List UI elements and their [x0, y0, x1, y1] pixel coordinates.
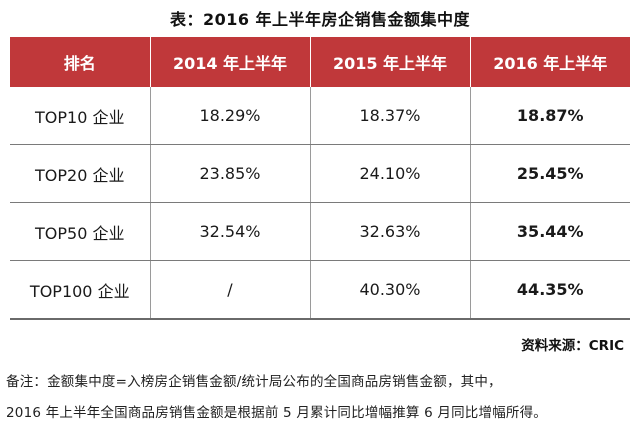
cell-2014: / [149, 260, 311, 320]
cell-2014: 23.85% [149, 144, 311, 203]
header-2015: 2015 年上半年 [309, 37, 471, 87]
cell-2014: 18.29% [149, 87, 311, 145]
cell-rank: TOP20 企业 [10, 144, 151, 203]
table-row: TOP10 企业 18.29% 18.37% 18.87% [10, 87, 630, 145]
header-2016: 2016 年上半年 [469, 37, 630, 87]
page-title: 表：2016 年上半年房企销售金额集中度 [169, 10, 471, 29]
cell-rank: TOP10 企业 [10, 87, 151, 145]
cell-2016: 44.35% [469, 260, 630, 320]
data-source: 资料来源：CRIC [521, 338, 624, 354]
table-row: TOP20 企业 23.85% 24.10% 25.45% [10, 144, 630, 203]
table-row: TOP100 企业 / 40.30% 44.35% [10, 260, 630, 320]
cell-2016: 18.87% [469, 87, 630, 145]
note-line-1: 备注：金额集中度=入榜房企销售金额/统计局公布的全国商品房销售金额，其中， [6, 374, 502, 390]
table-header-row: 排名 2014 年上半年 2015 年上半年 2016 年上半年 [10, 37, 630, 87]
cell-2015: 24.10% [309, 144, 471, 203]
cell-rank: TOP50 企业 [10, 202, 151, 261]
cell-2015: 18.37% [309, 87, 471, 145]
header-2014: 2014 年上半年 [149, 37, 311, 87]
concentration-table: 排名 2014 年上半年 2015 年上半年 2016 年上半年 TOP10 企… [10, 37, 630, 320]
header-rank: 排名 [10, 37, 151, 87]
cell-2015: 32.63% [309, 202, 471, 261]
cell-rank: TOP100 企业 [10, 260, 151, 320]
cell-2016: 35.44% [469, 202, 630, 261]
cell-2016: 25.45% [469, 144, 630, 203]
cell-2015: 40.30% [309, 260, 471, 320]
cell-2014: 32.54% [149, 202, 311, 261]
table-row: TOP50 企业 32.54% 32.63% 35.44% [10, 202, 630, 261]
note-line-2: 2016 年上半年全国商品房销售金额是根据前 5 月累计同比增幅推算 6 月同比… [6, 405, 547, 421]
